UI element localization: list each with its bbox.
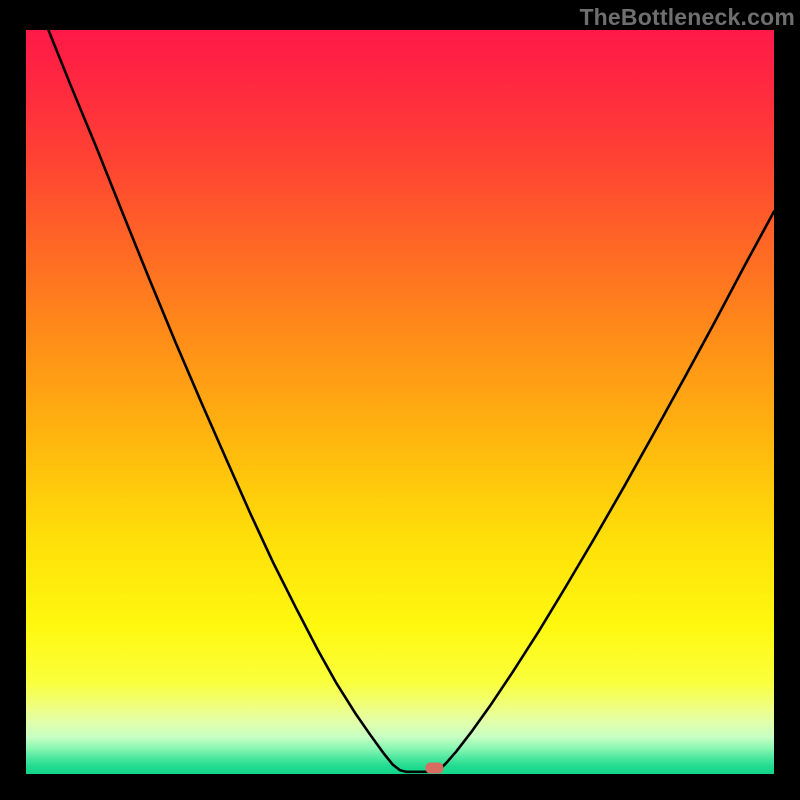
chart-frame [0,0,800,800]
watermark-text: TheBottleneck.com [579,4,795,31]
